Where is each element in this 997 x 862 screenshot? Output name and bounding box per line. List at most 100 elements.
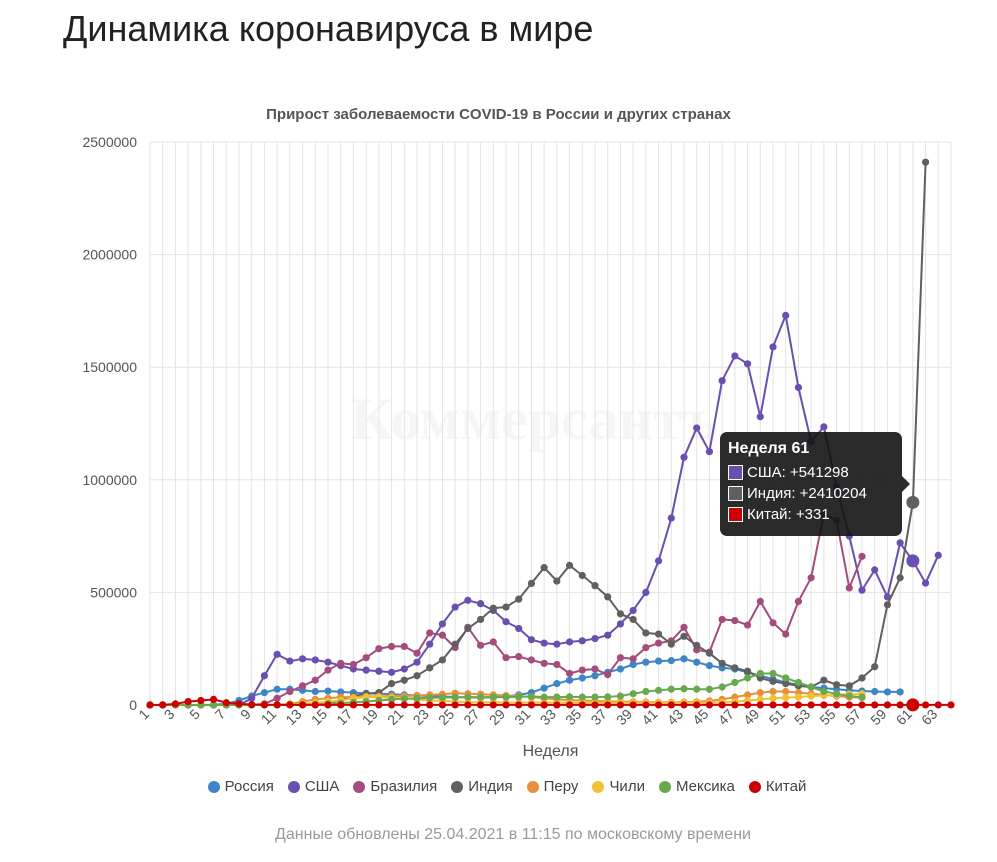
data-point: [464, 596, 472, 604]
data-point: [337, 701, 345, 709]
data-point: [718, 377, 726, 385]
data-point: [578, 674, 586, 682]
data-point: [451, 693, 459, 701]
data-point: [731, 678, 739, 687]
data-point: [947, 701, 955, 709]
data-point: [743, 674, 752, 682]
data-point: [311, 656, 319, 664]
data-point: [222, 699, 230, 707]
data-point: [883, 688, 892, 696]
data-point: [769, 669, 777, 678]
data-point: [362, 666, 370, 674]
tooltip-row: Индия: +2410204: [728, 483, 894, 504]
data-point: [426, 640, 434, 648]
data-point: [515, 652, 523, 661]
data-point: [540, 693, 548, 701]
legend-item[interactable]: Бразилия: [353, 778, 437, 795]
data-point: [896, 539, 904, 547]
data-point: [731, 352, 739, 360]
data-point: [794, 597, 803, 606]
series-line: [150, 698, 951, 706]
data-point: [832, 701, 841, 709]
data-point: [807, 701, 815, 709]
chart-legend: Россия США Бразилия Индия Перу Чили Мексика Кит…: [0, 778, 997, 795]
data-point: [906, 495, 920, 509]
data-point: [629, 615, 637, 624]
data-point: [337, 659, 345, 667]
data-point: [680, 453, 688, 461]
legend-item[interactable]: Перу: [526, 778, 578, 795]
data-point: [654, 657, 663, 665]
chart-tooltip: Неделя 61 США: +541298 Индия: +2410204 К…: [720, 432, 910, 536]
data-point: [782, 701, 790, 709]
tooltip-swatch: [728, 486, 743, 501]
data-point: [578, 666, 586, 674]
data-point: [845, 682, 853, 690]
legend-item[interactable]: Индия: [451, 778, 513, 795]
data-point: [794, 701, 803, 709]
data-point: [934, 551, 942, 559]
data-point: [756, 695, 764, 703]
data-point: [616, 665, 625, 673]
tooltip-label: Индия: +2410204: [747, 485, 867, 502]
data-point: [476, 701, 485, 709]
tooltip-title: Неделя 61: [728, 440, 810, 457]
x-tick-label: 53: [791, 706, 813, 728]
data-point: [209, 701, 218, 709]
data-point: [642, 701, 650, 709]
legend-dot: [748, 780, 761, 793]
data-point: [502, 603, 510, 611]
data-point: [718, 615, 726, 624]
data-point: [871, 566, 879, 574]
x-axis-label: Неделя: [523, 743, 579, 760]
data-point: [171, 700, 180, 708]
data-point: [845, 692, 853, 700]
data-point: [845, 584, 853, 592]
data-point: [387, 668, 396, 676]
legend-item[interactable]: США: [287, 778, 339, 795]
data-point: [680, 623, 688, 631]
data-point: [400, 642, 408, 651]
data-point: [591, 672, 599, 680]
legend-item[interactable]: Китай: [748, 778, 806, 795]
legend-item[interactable]: Чили: [592, 778, 645, 795]
data-point: [756, 689, 764, 697]
data-point: [438, 656, 447, 664]
data-point: [782, 674, 790, 682]
data-point: [731, 701, 739, 709]
data-point: [286, 687, 294, 696]
data-point: [921, 158, 930, 166]
data-point: [794, 693, 803, 701]
x-tick-label: 63: [918, 706, 940, 728]
data-point: [298, 682, 307, 690]
data-point: [667, 701, 675, 709]
x-tick-label: 27: [460, 706, 482, 728]
data-point: [820, 687, 828, 696]
x-tick-label: 19: [359, 706, 381, 728]
data-point: [743, 701, 752, 709]
legend-item[interactable]: Мексика: [658, 778, 735, 795]
data-point: [311, 701, 319, 709]
data-point: [438, 631, 447, 639]
data-point: [553, 660, 561, 669]
data-point: [502, 654, 510, 662]
data-point: [298, 701, 307, 709]
data-point: [565, 561, 574, 569]
legend-item[interactable]: Россия: [207, 778, 274, 795]
data-point: [743, 691, 752, 699]
data-point: [906, 698, 920, 712]
data-point: [832, 681, 841, 689]
page-title: Динамика коронавируса в мире: [63, 8, 594, 49]
data-point: [756, 701, 764, 709]
data-point: [400, 665, 408, 673]
data-point: [654, 557, 663, 565]
data-point: [502, 701, 510, 709]
data-point: [527, 656, 536, 664]
x-tick-label: 55: [816, 706, 838, 728]
data-point: [769, 694, 777, 702]
legend-dot: [592, 780, 605, 793]
data-point: [693, 685, 701, 693]
data-point: [604, 701, 612, 709]
x-tick-label: 47: [715, 706, 737, 728]
